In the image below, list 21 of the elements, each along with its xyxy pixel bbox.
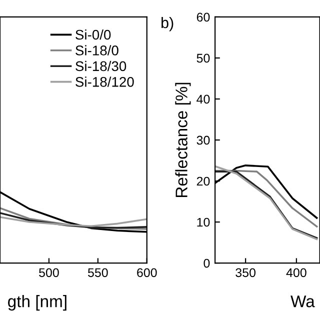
y-tick-label: 10 — [197, 218, 210, 227]
line-series — [215, 170, 318, 228]
legend-label: Si-0/0 — [76, 29, 111, 40]
y-tick-label: 30 — [196, 136, 210, 145]
x-tick-label: 400 — [286, 268, 306, 278]
y-axis-title: Reflectance [%] — [175, 82, 191, 197]
x-axis-title: Wa — [290, 296, 315, 308]
y-tick-label: 60 — [196, 12, 210, 22]
legend-label: Si-18/0 — [76, 45, 118, 56]
y-tick-label: 40 — [196, 94, 210, 104]
legend-label: Si-18/120 — [76, 76, 134, 87]
legend-label: Si-18/30 — [76, 60, 126, 72]
y-tick-label: 50 — [196, 54, 210, 63]
y-tick-label: 0 — [204, 258, 210, 268]
x-tick-label: 350 — [236, 268, 256, 278]
x-axis-title: gth [nm] — [8, 295, 66, 311]
x-tick-label: 500 — [39, 268, 59, 278]
x-tick-label: 600 — [137, 268, 157, 278]
text: b) — [162, 16, 174, 32]
x-tick-label: 550 — [88, 268, 108, 278]
y-tick-label: 20 — [196, 176, 210, 186]
